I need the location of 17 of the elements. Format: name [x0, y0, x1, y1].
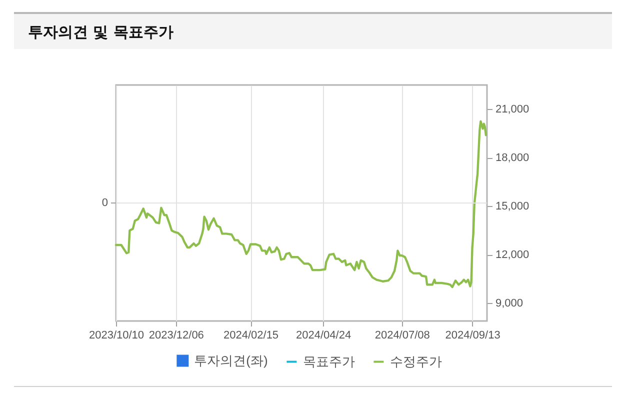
x-tick-label: 2024/09/13: [445, 330, 500, 342]
line-series: [114, 120, 488, 288]
y2-tick-label: 9,000: [496, 298, 524, 310]
x-tick-label: 2024/04/24: [296, 330, 352, 342]
x-tick-label: 2024/02/15: [223, 330, 279, 342]
text: 0: [102, 197, 108, 209]
x-tick-label: 2023/10/10: [88, 330, 144, 342]
legend-label: 목표주가: [303, 354, 356, 369]
y2-tick-label: 12,000: [496, 249, 530, 262]
y2-tick-label: 18,000: [496, 152, 530, 164]
legend-label: 수정주가: [390, 354, 442, 369]
x-tick-label: 2024/07/08: [374, 330, 430, 342]
y2-tick-label: 21,000: [496, 104, 530, 116]
chart-title: 투자의견 및 목표주가: [28, 22, 174, 43]
x-tick-label: 2023/12/06: [148, 330, 204, 342]
y2-tick-label: 15,000: [496, 200, 530, 213]
legend-label: 투자의견(좌): [194, 352, 268, 368]
